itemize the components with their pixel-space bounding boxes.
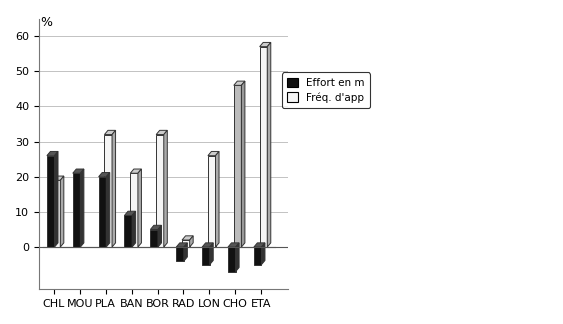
Bar bbox=[254, 247, 261, 265]
Polygon shape bbox=[47, 151, 58, 156]
Bar bbox=[130, 173, 138, 247]
Text: %: % bbox=[40, 16, 52, 29]
Polygon shape bbox=[132, 211, 136, 247]
Polygon shape bbox=[242, 81, 245, 247]
Polygon shape bbox=[202, 243, 213, 247]
Bar bbox=[73, 173, 81, 247]
Polygon shape bbox=[184, 243, 187, 261]
Polygon shape bbox=[138, 169, 141, 247]
Polygon shape bbox=[60, 176, 64, 247]
Polygon shape bbox=[235, 243, 239, 272]
Bar bbox=[156, 134, 164, 247]
Bar bbox=[150, 229, 158, 247]
Bar bbox=[99, 177, 106, 247]
Polygon shape bbox=[81, 169, 84, 247]
Polygon shape bbox=[228, 243, 239, 247]
Polygon shape bbox=[55, 151, 58, 247]
Polygon shape bbox=[254, 243, 265, 247]
Polygon shape bbox=[216, 151, 219, 247]
Bar bbox=[124, 215, 132, 247]
Bar bbox=[182, 240, 190, 247]
Polygon shape bbox=[234, 81, 245, 85]
Polygon shape bbox=[99, 173, 110, 177]
Bar bbox=[234, 85, 242, 247]
Polygon shape bbox=[105, 130, 115, 134]
Polygon shape bbox=[182, 236, 193, 240]
Bar bbox=[47, 156, 55, 247]
Polygon shape bbox=[73, 169, 84, 173]
Legend: Effort en m, Fréq. d'app: Effort en m, Fréq. d'app bbox=[282, 73, 370, 108]
Polygon shape bbox=[150, 225, 162, 229]
Polygon shape bbox=[53, 176, 64, 180]
Polygon shape bbox=[124, 211, 136, 215]
Polygon shape bbox=[112, 130, 115, 247]
Polygon shape bbox=[267, 42, 271, 247]
Polygon shape bbox=[209, 243, 213, 265]
Polygon shape bbox=[164, 130, 167, 247]
Bar bbox=[53, 180, 60, 247]
Polygon shape bbox=[190, 236, 193, 247]
Bar bbox=[208, 156, 216, 247]
Bar bbox=[105, 134, 112, 247]
Polygon shape bbox=[260, 42, 271, 47]
Bar bbox=[228, 247, 235, 272]
Polygon shape bbox=[106, 173, 110, 247]
Polygon shape bbox=[261, 243, 265, 265]
Polygon shape bbox=[176, 243, 187, 247]
Bar bbox=[176, 247, 184, 261]
Polygon shape bbox=[130, 169, 141, 173]
Polygon shape bbox=[158, 225, 162, 247]
Bar bbox=[202, 247, 209, 265]
Bar bbox=[260, 47, 267, 247]
Polygon shape bbox=[208, 151, 219, 156]
Polygon shape bbox=[156, 130, 167, 134]
